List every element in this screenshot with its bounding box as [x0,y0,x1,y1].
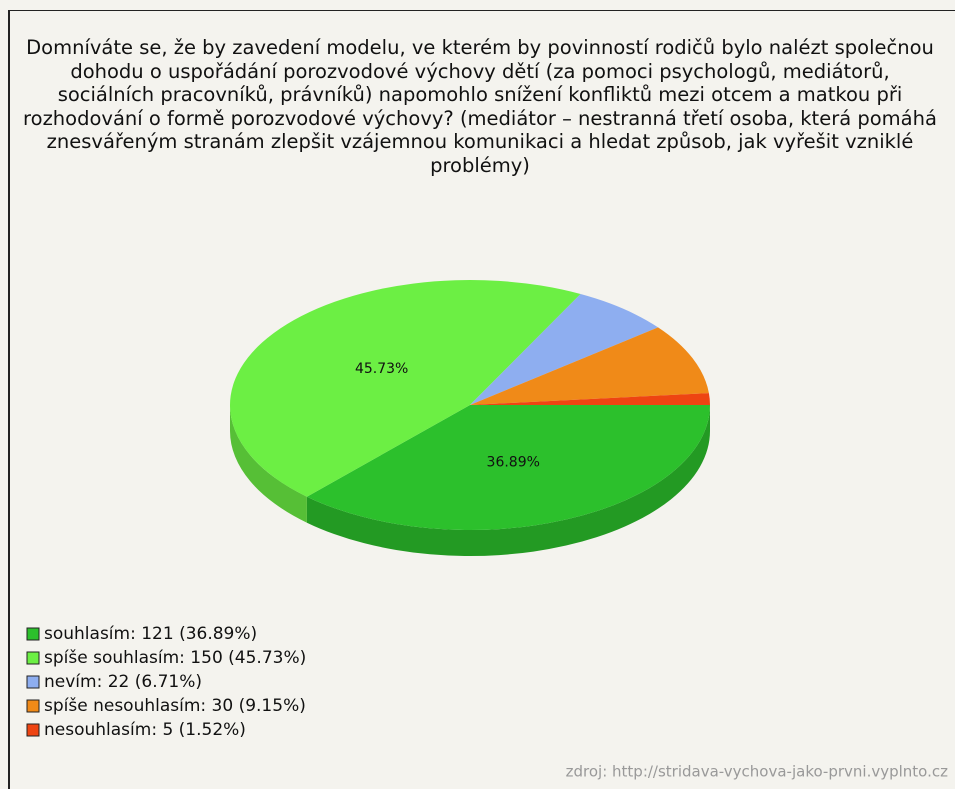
slice [470,393,710,405]
slice [230,280,581,497]
chart-title: Domníváte se, že by zavedení modelu, ve … [23,36,937,177]
legend-label: souhlasím: 121 (36.89%) [44,624,257,644]
slice [306,405,710,531]
legend-swatch [26,699,40,713]
slice [470,294,659,405]
legend-label: nesouhlasím: 5 (1.52%) [44,720,246,740]
legend-swatch [26,675,40,689]
source: zdroj: http://stridava-vychova-jako-prvn… [566,763,948,781]
slice-side [306,405,710,556]
legend-label: spíše souhlasím: 150 (45.73%) [44,648,306,668]
legend-label: spíše nesouhlasím: 30 (9.15%) [44,696,306,716]
data-label: 45.73% [355,361,408,377]
legend-label: nevím: 22 (6.71%) [44,672,202,692]
legend-swatch [26,651,40,665]
data-label: 36.89% [487,454,540,470]
frame [8,10,955,789]
legend-swatch [26,627,40,641]
slice-side [230,405,307,523]
legend-swatch [26,723,40,737]
slice [470,327,709,405]
